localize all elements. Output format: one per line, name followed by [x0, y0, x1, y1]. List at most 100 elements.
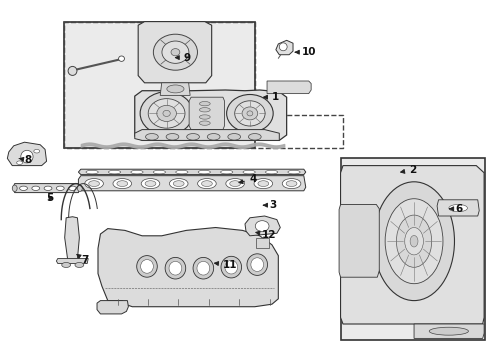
- FancyBboxPatch shape: [341, 158, 485, 340]
- Polygon shape: [13, 184, 80, 193]
- Ellipse shape: [148, 99, 185, 128]
- Ellipse shape: [247, 111, 253, 116]
- Polygon shape: [56, 258, 88, 264]
- Ellipse shape: [286, 181, 297, 186]
- Ellipse shape: [251, 258, 264, 271]
- Polygon shape: [138, 22, 212, 83]
- Ellipse shape: [166, 134, 179, 140]
- Polygon shape: [160, 83, 190, 95]
- Ellipse shape: [165, 257, 186, 279]
- Polygon shape: [78, 176, 306, 191]
- Ellipse shape: [117, 181, 128, 186]
- Ellipse shape: [170, 179, 188, 189]
- Ellipse shape: [21, 150, 33, 163]
- Polygon shape: [135, 130, 279, 140]
- Text: 6: 6: [450, 204, 463, 214]
- Ellipse shape: [248, 134, 261, 140]
- Ellipse shape: [199, 121, 210, 125]
- Ellipse shape: [197, 261, 210, 275]
- Ellipse shape: [225, 260, 238, 274]
- Ellipse shape: [89, 181, 99, 186]
- Ellipse shape: [288, 170, 300, 174]
- Ellipse shape: [146, 134, 158, 140]
- Polygon shape: [97, 301, 128, 314]
- Ellipse shape: [226, 94, 273, 132]
- Polygon shape: [339, 204, 379, 277]
- Ellipse shape: [145, 181, 156, 186]
- Ellipse shape: [243, 170, 255, 174]
- Ellipse shape: [167, 85, 184, 93]
- Text: 1: 1: [264, 92, 279, 102]
- Ellipse shape: [32, 186, 40, 190]
- Ellipse shape: [258, 181, 269, 186]
- Ellipse shape: [201, 181, 212, 186]
- Ellipse shape: [153, 34, 197, 70]
- Ellipse shape: [449, 204, 467, 212]
- Ellipse shape: [176, 170, 188, 174]
- Ellipse shape: [254, 179, 272, 189]
- Ellipse shape: [199, 102, 210, 106]
- Ellipse shape: [34, 149, 40, 153]
- Ellipse shape: [220, 170, 233, 174]
- Ellipse shape: [77, 185, 82, 192]
- Ellipse shape: [119, 56, 124, 62]
- Ellipse shape: [44, 186, 52, 190]
- Ellipse shape: [193, 257, 214, 279]
- Text: 10: 10: [295, 47, 316, 57]
- Text: 9: 9: [175, 53, 191, 63]
- Ellipse shape: [12, 185, 17, 192]
- Ellipse shape: [221, 256, 242, 278]
- Ellipse shape: [279, 43, 287, 51]
- FancyBboxPatch shape: [64, 22, 255, 148]
- Ellipse shape: [140, 92, 193, 135]
- Ellipse shape: [242, 107, 258, 120]
- Ellipse shape: [162, 41, 189, 63]
- Polygon shape: [267, 81, 311, 94]
- Polygon shape: [245, 216, 280, 236]
- Polygon shape: [135, 90, 287, 140]
- Polygon shape: [341, 166, 484, 324]
- Ellipse shape: [171, 49, 180, 56]
- Ellipse shape: [385, 199, 443, 284]
- Ellipse shape: [17, 161, 23, 165]
- Ellipse shape: [247, 254, 268, 275]
- Ellipse shape: [69, 186, 76, 190]
- Text: 5: 5: [47, 193, 54, 203]
- Ellipse shape: [199, 108, 210, 112]
- Ellipse shape: [197, 179, 216, 189]
- Ellipse shape: [137, 256, 157, 277]
- Ellipse shape: [157, 105, 176, 122]
- Ellipse shape: [187, 134, 199, 140]
- Polygon shape: [276, 40, 293, 55]
- Ellipse shape: [86, 170, 98, 174]
- Ellipse shape: [141, 179, 160, 189]
- Ellipse shape: [131, 170, 143, 174]
- Ellipse shape: [153, 170, 166, 174]
- Ellipse shape: [429, 327, 468, 335]
- Ellipse shape: [169, 261, 182, 275]
- Text: 4: 4: [239, 174, 257, 184]
- Ellipse shape: [62, 262, 71, 267]
- Ellipse shape: [85, 179, 103, 189]
- Polygon shape: [98, 228, 278, 307]
- Polygon shape: [256, 238, 269, 248]
- Ellipse shape: [226, 179, 245, 189]
- Text: 3: 3: [264, 200, 277, 210]
- Ellipse shape: [266, 170, 278, 174]
- Ellipse shape: [199, 115, 210, 119]
- Ellipse shape: [198, 170, 210, 174]
- Ellipse shape: [405, 228, 423, 255]
- Polygon shape: [437, 200, 479, 216]
- Ellipse shape: [113, 179, 132, 189]
- Ellipse shape: [373, 182, 454, 301]
- Ellipse shape: [141, 260, 153, 273]
- Text: 7: 7: [77, 255, 88, 265]
- Ellipse shape: [75, 262, 84, 267]
- Ellipse shape: [228, 134, 241, 140]
- Ellipse shape: [235, 101, 265, 126]
- Ellipse shape: [20, 186, 27, 190]
- Polygon shape: [414, 324, 484, 338]
- Ellipse shape: [282, 179, 301, 189]
- Polygon shape: [65, 217, 79, 259]
- Polygon shape: [189, 97, 224, 130]
